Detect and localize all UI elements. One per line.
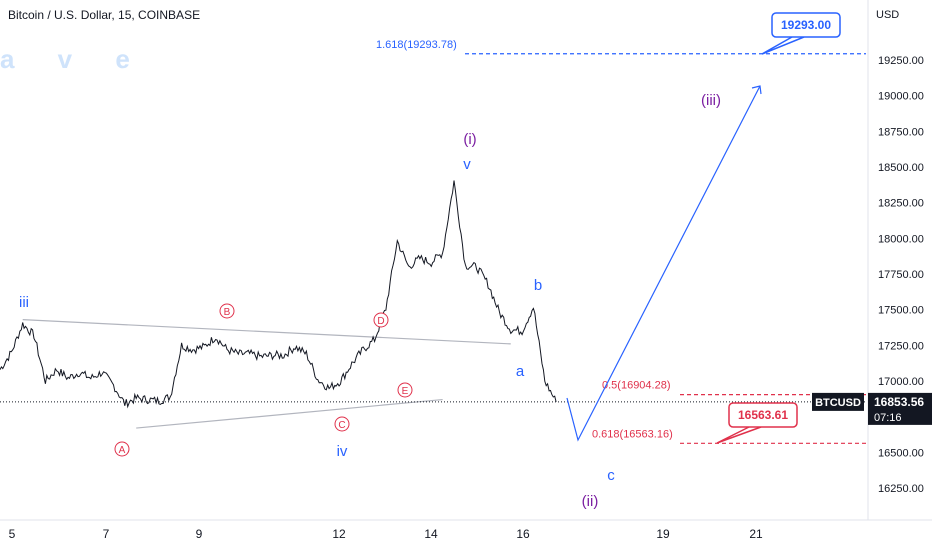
- price-tick-label: 19250.00: [878, 55, 924, 67]
- wave-label-circle: [334, 416, 350, 432]
- wave-label: iii: [19, 294, 29, 311]
- time-tick-label: 9: [196, 527, 203, 541]
- fib-level-label: 0.618(16563.16): [592, 428, 673, 440]
- fib-level-label: 0.5(16904.28): [602, 380, 671, 392]
- time-tick-label: 16: [516, 527, 530, 541]
- wave-label-d: D: [377, 316, 384, 327]
- price-tick-label: 18750.00: [878, 126, 924, 138]
- wave-label: (ii): [582, 493, 599, 510]
- wave-label: (iii): [701, 92, 721, 109]
- callout-19293-text: 19293.00: [781, 18, 831, 32]
- triangle-trendline[interactable]: [136, 398, 443, 429]
- wave-label: v: [463, 156, 471, 173]
- price-tick-label: 17500.00: [878, 305, 924, 317]
- time-tick-label: 7: [103, 527, 110, 541]
- time-tick-label: 21: [749, 527, 763, 541]
- price-tick-label: 18000.00: [878, 233, 924, 245]
- price-tick-label: 18500.00: [878, 162, 924, 174]
- wave-label: a: [516, 363, 525, 380]
- price-series-line: [0, 180, 557, 409]
- time-tick-label: 14: [424, 527, 438, 541]
- callout-16563-box[interactable]: [728, 402, 798, 428]
- callout-16563-pointer: [716, 426, 762, 444]
- wave-label: iv: [337, 443, 348, 460]
- projection-arrow-head: [751, 85, 762, 95]
- wave-label-circle: [373, 312, 389, 328]
- wave-label-circle: [219, 303, 235, 319]
- wave-label-e: E: [402, 386, 409, 397]
- last-price-value: 16853.56: [874, 395, 924, 409]
- wave-label-circle: [397, 382, 413, 398]
- bar-countdown: 07:16: [874, 412, 902, 424]
- time-tick-label: 5: [9, 527, 16, 541]
- price-tick-label: 17000.00: [878, 376, 924, 388]
- time-tick-label: 12: [332, 527, 346, 541]
- projection-path[interactable]: [566, 85, 761, 442]
- symbol-badge-text: BTCUSD: [815, 397, 861, 409]
- wave-label: c: [607, 467, 615, 484]
- price-tick-label: 18250.00: [878, 198, 924, 210]
- wave-label: b: [534, 277, 542, 294]
- price-tick-label: 16250.00: [878, 483, 924, 495]
- callout-16563-text: 16563.61: [738, 408, 788, 422]
- price-tick-label: 19000.00: [878, 91, 924, 103]
- chart-title: Bitcoin / U.S. Dollar, 15, COINBASE: [8, 8, 201, 22]
- price-tick-label: 17750.00: [878, 269, 924, 281]
- currency-label: USD: [876, 9, 899, 21]
- symbol-badge: [812, 392, 864, 411]
- price-tick-label: 16500.00: [878, 447, 924, 459]
- callout-19293-box[interactable]: [771, 12, 841, 38]
- wave-label: (i): [463, 131, 476, 148]
- watermark: a v e: [0, 44, 148, 74]
- wave-label-circle: [114, 441, 130, 457]
- wave-label-a: A: [119, 445, 126, 456]
- last-price-badge: [868, 392, 932, 425]
- callout-19293-pointer: [761, 36, 805, 55]
- fib-level-label: 1.618(19293.78): [376, 39, 457, 51]
- time-tick-label: 19: [656, 527, 670, 541]
- triangle-trendline[interactable]: [22, 319, 511, 345]
- wave-label-b: B: [224, 307, 231, 318]
- price-tick-label: 17250.00: [878, 340, 924, 352]
- wave-label-c: C: [338, 420, 345, 431]
